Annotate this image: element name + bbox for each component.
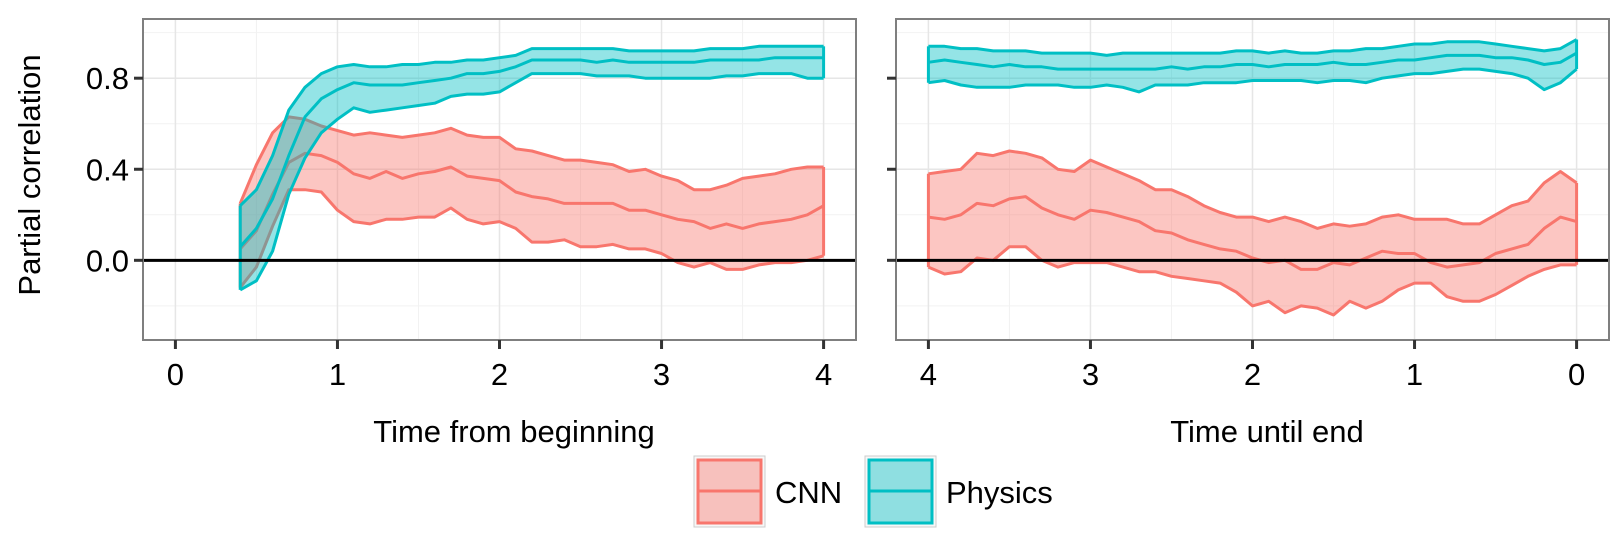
x-tick-label: 1 — [1406, 357, 1423, 392]
panel-time-from-beginning: 0.0 0.4 0.8 0 1 2 3 4 Time from beginning — [86, 18, 857, 449]
legend: CNN Physics — [693, 455, 1053, 528]
x-axis-title-end: Time until end — [1170, 414, 1364, 449]
ribbon-cnn — [928, 151, 1577, 315]
x-tick-label: 3 — [1082, 357, 1099, 392]
ribbon-physics — [240, 46, 824, 290]
x-tick-label: 0 — [167, 357, 184, 392]
panel-grid — [896, 19, 1609, 340]
panel-series — [926, 38, 1579, 317]
panel-time-until-end: 4 3 2 1 0 Time until end — [887, 18, 1610, 449]
line-physics-upper — [928, 38, 1578, 57]
legend-label-physics: Physics — [946, 475, 1053, 510]
line-cnn-mid — [239, 151, 825, 250]
line-cnn-upper — [928, 149, 1578, 230]
x-tick-label: 2 — [1244, 357, 1261, 392]
x-axis-title-beginning: Time from beginning — [373, 414, 654, 449]
y-axis-ticks: 0.0 0.4 0.8 — [86, 61, 143, 278]
legend-item-physics: Physics — [864, 455, 1053, 528]
x-axis-ticks: 0 1 2 3 4 — [167, 340, 832, 392]
y-axis-title: Partial correlation — [12, 54, 47, 295]
line-physics-upper — [239, 44, 824, 207]
line-cnn-mid — [928, 195, 1578, 271]
y-tick-label: 0.0 — [86, 243, 129, 278]
panel-series — [238, 44, 826, 292]
x-tick-label: 4 — [920, 357, 937, 392]
line-physics-mid — [928, 51, 1578, 71]
legend-label-cnn: CNN — [775, 475, 842, 510]
line-cnn-lower — [927, 245, 1577, 317]
ribbon-cnn — [240, 116, 824, 288]
x-tick-label: 0 — [1568, 357, 1585, 392]
line-physics-lower — [928, 67, 1578, 94]
x-axis-ticks: 4 3 2 1 0 — [920, 340, 1585, 392]
y-tick-label: 0.8 — [86, 61, 129, 96]
line-cnn-upper — [238, 115, 824, 204]
y-tick-label: 0.4 — [86, 152, 129, 187]
x-tick-label: 3 — [653, 357, 670, 392]
x-tick-label: 1 — [329, 357, 346, 392]
x-tick-label: 4 — [815, 357, 832, 392]
legend-item-cnn: CNN — [693, 455, 842, 528]
x-tick-label: 2 — [491, 357, 508, 392]
line-physics-lower — [239, 72, 824, 292]
line-cnn-lower — [239, 188, 825, 289]
line-physics-mid — [239, 56, 824, 248]
y-axis-tick-marks — [887, 76, 896, 262]
